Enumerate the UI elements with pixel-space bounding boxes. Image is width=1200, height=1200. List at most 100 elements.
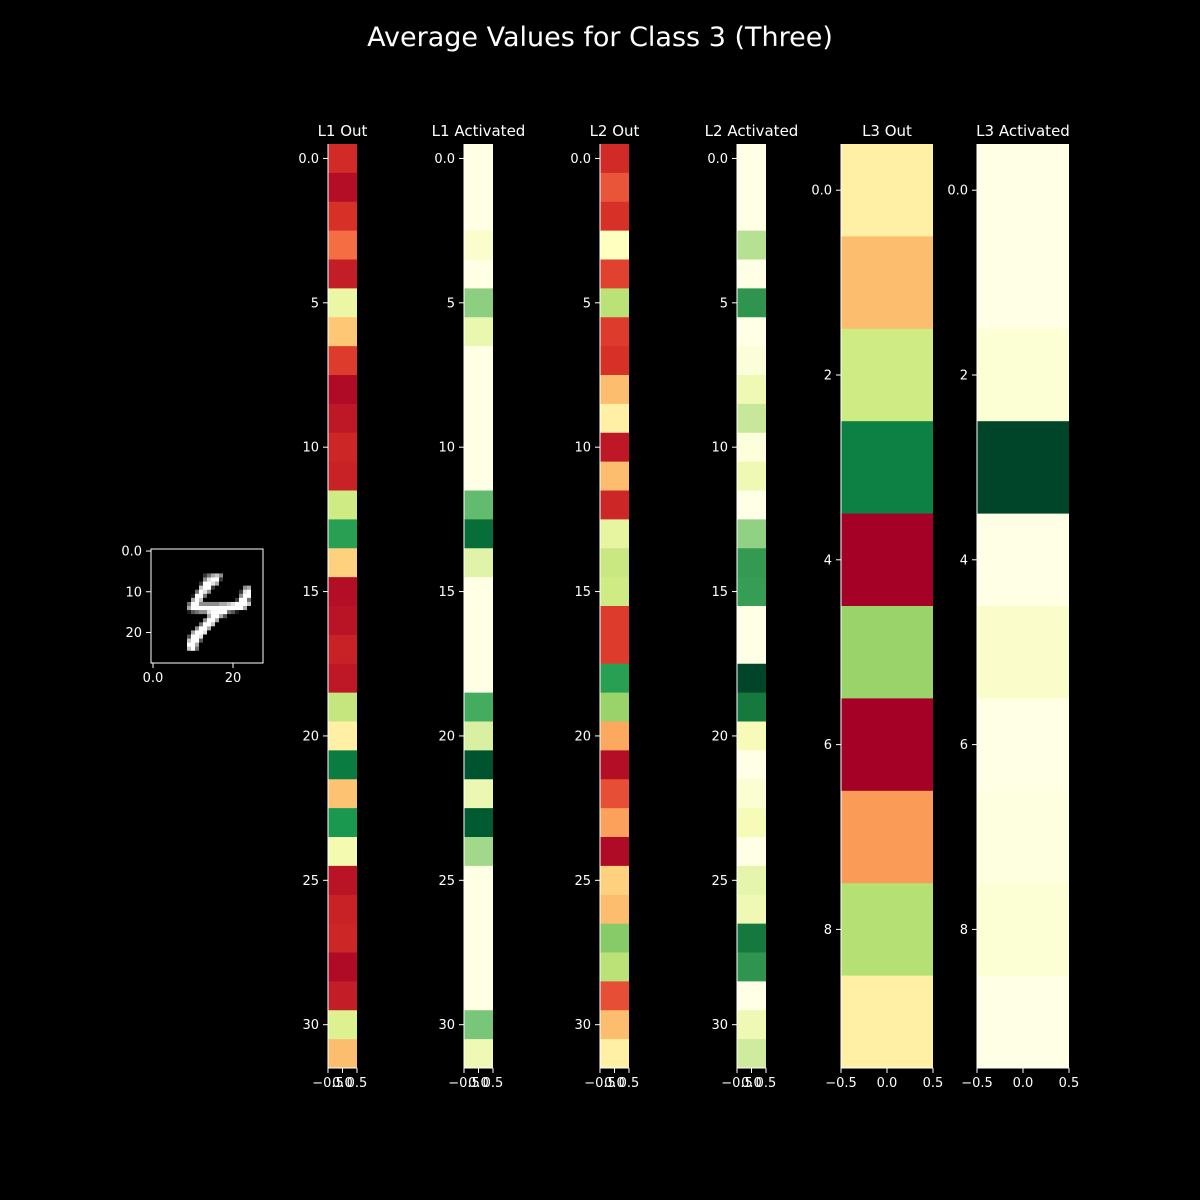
image-pixel [239, 549, 244, 554]
image-pixel [155, 638, 160, 643]
image-pixel [211, 597, 216, 603]
image-pixel [239, 557, 244, 562]
image-pixel [239, 646, 244, 652]
heatmap-cell [600, 923, 629, 953]
heatmap-cell [600, 172, 629, 203]
image-pixel [159, 614, 164, 619]
image-pixel [259, 610, 264, 615]
image-pixel [175, 622, 180, 627]
heatmap-cell [328, 403, 357, 434]
heatmap-cell [600, 692, 629, 722]
image-pixel [215, 577, 220, 582]
image-pixel [175, 585, 180, 591]
image-pixel [203, 573, 208, 578]
image-pixel [203, 597, 208, 603]
panel-title: L1 Activated [432, 122, 526, 140]
image-pixel [199, 650, 204, 656]
image-pixel [227, 573, 232, 578]
panel-title: L3 Out [862, 122, 912, 140]
y-tick-label: 15 [574, 585, 591, 600]
image-pixel [251, 610, 256, 615]
image-pixel [183, 626, 188, 631]
x-tick-label: 0.5 [756, 1076, 777, 1091]
image-pixel [239, 638, 244, 643]
image-pixel [223, 569, 228, 574]
image-pixel [159, 642, 164, 648]
image-pixel [211, 561, 216, 566]
image-pixel [231, 610, 236, 615]
image-pixel [215, 569, 220, 574]
image-pixel [243, 626, 248, 631]
heatmap-cell [600, 201, 629, 232]
heatmap-cell [841, 144, 933, 237]
image-pixel [167, 577, 172, 582]
heatmap-cell [977, 421, 1069, 514]
image-pixel [223, 585, 228, 591]
image-pixel [231, 614, 236, 619]
image-pixel [259, 634, 264, 639]
image-pixel [195, 557, 200, 562]
image-pixel [187, 646, 192, 652]
image-pixel [239, 561, 244, 566]
image-pixel [183, 569, 188, 574]
image-pixel [223, 646, 228, 652]
image-pixel [239, 614, 244, 619]
heatmap-cell [464, 808, 493, 838]
heatmap-cell [737, 172, 766, 203]
image-pixel [171, 553, 176, 558]
image-pixel [179, 654, 184, 660]
image-pixel [251, 597, 256, 603]
image-pixel [239, 569, 244, 574]
image-pixel [183, 622, 188, 627]
image-pixel [183, 650, 188, 656]
image-pixel [247, 585, 252, 591]
image-pixel [195, 593, 200, 599]
image-pixel [223, 577, 228, 582]
image-pixel [187, 618, 192, 623]
image-pixel [183, 654, 188, 660]
image-pixel [199, 610, 204, 615]
image-pixel [215, 634, 220, 639]
image-pixel [247, 646, 252, 652]
image-pixel [211, 565, 216, 570]
image-pixel [163, 638, 168, 643]
y-tick-label: 30 [574, 1018, 591, 1033]
heatmap-cell [328, 634, 357, 665]
image-pixel [151, 650, 156, 656]
heatmap-cell [328, 865, 357, 896]
image-pixel [199, 634, 204, 639]
heatmap-cell [464, 923, 493, 953]
image-pixel [243, 577, 248, 582]
image-pixel [247, 622, 252, 627]
image-pixel [199, 569, 204, 574]
image-pixel [179, 593, 184, 599]
image-pixel [203, 606, 208, 611]
image-pixel [227, 622, 232, 627]
image-pixel [191, 561, 196, 566]
image-pixel [167, 626, 172, 631]
image-pixel [151, 569, 156, 574]
image-pixel [195, 597, 200, 603]
image-pixel [227, 650, 232, 656]
image-pixel [171, 585, 176, 591]
image-pixel [151, 581, 156, 586]
image-pixel [171, 601, 176, 607]
heatmap-cell [464, 317, 493, 347]
image-pixel [243, 557, 248, 562]
image-pixel [163, 569, 168, 574]
image-pixel [231, 622, 236, 627]
heatmap-cell [841, 236, 933, 330]
image-pixel [195, 618, 200, 623]
image-pixel [155, 610, 160, 615]
x-tick-label: 0.5 [619, 1076, 640, 1091]
image-pixel [187, 581, 192, 586]
heatmap-cell [600, 461, 629, 491]
heatmap-cell [737, 865, 766, 896]
heatmap-cell [600, 606, 629, 636]
image-pixel [255, 593, 260, 599]
heatmap-cell [328, 894, 357, 925]
image-pixel [167, 614, 172, 619]
image-pixel [179, 626, 184, 631]
